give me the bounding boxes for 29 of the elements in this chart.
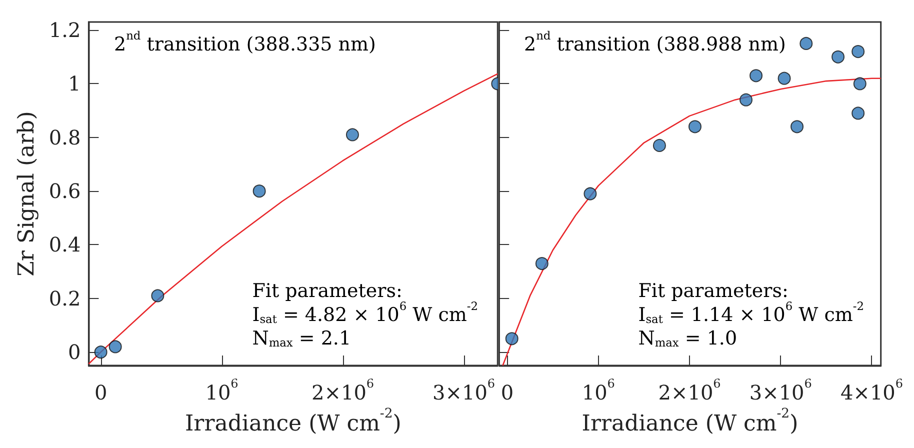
point <box>94 346 108 359</box>
y-tick-label: 0.6 <box>48 179 81 204</box>
point <box>852 106 865 120</box>
y-axis-title: Zr Signal (arb) <box>14 111 40 276</box>
point <box>832 50 845 64</box>
point <box>790 120 804 134</box>
y-tick-label: 0.4 <box>48 232 81 257</box>
point <box>750 69 763 82</box>
point <box>151 289 164 302</box>
point <box>853 77 866 90</box>
point <box>346 128 359 142</box>
y-tick-label: 0 <box>68 340 81 364</box>
point <box>252 184 266 198</box>
point <box>740 93 753 106</box>
point <box>778 72 791 85</box>
point <box>652 138 666 152</box>
y-tick-label: 0.2 <box>48 286 81 310</box>
point <box>584 187 597 200</box>
point <box>505 332 518 346</box>
point <box>108 340 122 354</box>
point <box>688 120 702 134</box>
point <box>852 45 865 58</box>
y-tick-label: 1.2 <box>48 18 81 42</box>
point <box>535 257 548 270</box>
x-tick-label: 0 <box>500 380 514 404</box>
y-tick-label: 0.8 <box>48 125 81 150</box>
point <box>800 36 813 50</box>
x-tick-label: 0 <box>94 380 108 404</box>
y-tick-label: 1 <box>68 72 81 96</box>
